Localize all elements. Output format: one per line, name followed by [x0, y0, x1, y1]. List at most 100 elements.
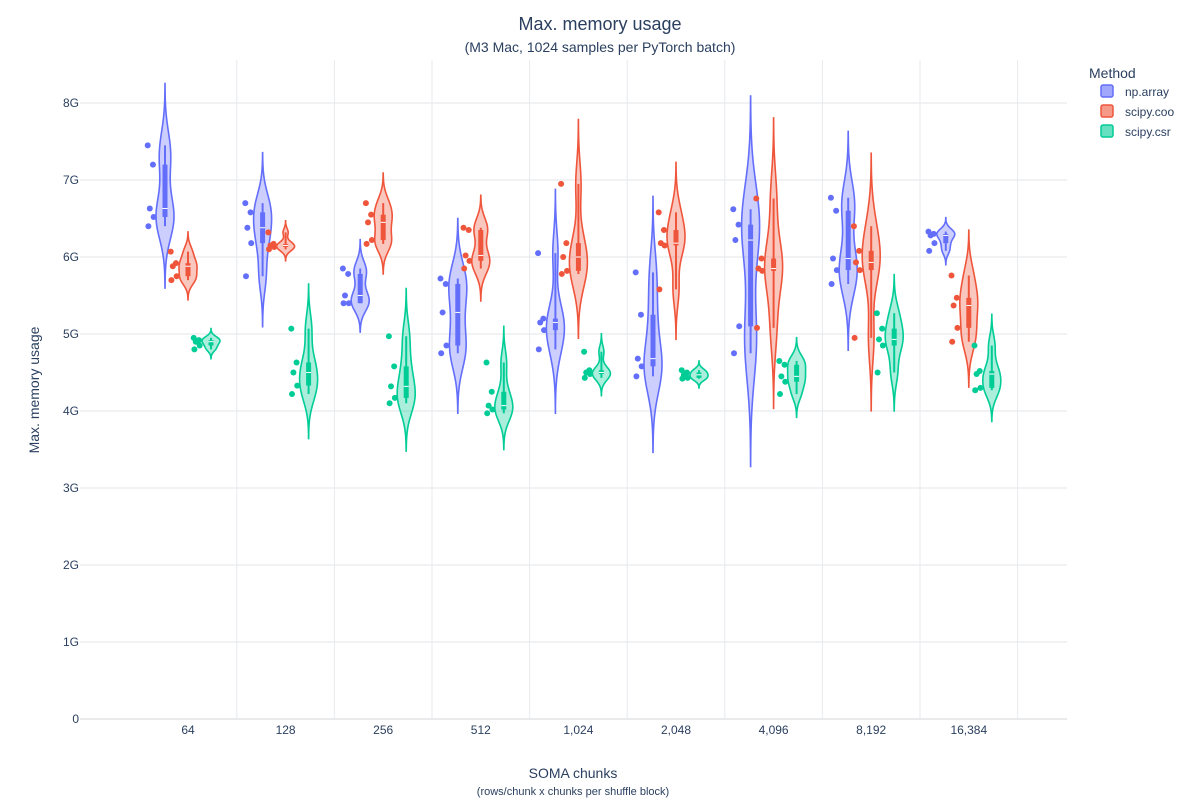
x-tick-label: 128	[276, 723, 296, 737]
violin-group	[144, 82, 175, 289]
data-point	[560, 254, 567, 260]
data-point	[146, 205, 153, 212]
data-point	[581, 374, 588, 381]
data-point	[632, 269, 639, 276]
data-point	[167, 248, 174, 255]
data-point	[776, 357, 783, 364]
data-point	[830, 255, 836, 262]
data-point	[265, 229, 272, 236]
violin-box	[943, 233, 949, 244]
data-point	[558, 270, 565, 277]
data-point	[564, 267, 571, 274]
data-point	[827, 194, 834, 201]
legend-swatch	[1100, 84, 1114, 98]
violin-box	[650, 314, 656, 367]
data-point	[758, 255, 765, 262]
violin-group	[632, 195, 663, 454]
data-point	[443, 342, 450, 349]
data-point	[637, 311, 644, 318]
data-point	[736, 323, 743, 330]
x-tick-label: 256	[373, 723, 393, 737]
violin-box	[162, 164, 168, 217]
y-tick-label: 4G	[63, 404, 79, 418]
violin-group	[362, 172, 394, 275]
data-point	[460, 224, 467, 231]
violin-box	[771, 258, 777, 271]
data-point	[243, 273, 249, 280]
data-point	[438, 350, 445, 357]
violin-group	[925, 216, 956, 266]
violin-group	[242, 151, 273, 328]
data-point	[655, 209, 662, 216]
legend-item-np-array[interactable]: np.array	[1100, 84, 1169, 99]
data-point	[656, 286, 663, 293]
y-tick-label: 5G	[63, 327, 79, 341]
violin-group	[850, 152, 882, 412]
violin-box	[673, 230, 679, 246]
violin-group	[873, 273, 905, 412]
violin-box	[403, 366, 409, 398]
violin-group	[730, 95, 761, 468]
violin-box	[552, 318, 558, 331]
data-point	[782, 378, 789, 385]
data-point	[290, 369, 297, 376]
x-tick-label: 2,048	[661, 723, 691, 737]
data-point	[954, 324, 961, 331]
data-point	[874, 369, 881, 376]
violin-box	[357, 273, 363, 304]
data-point	[465, 227, 472, 234]
violin-group	[483, 325, 514, 451]
data-point	[777, 391, 783, 398]
data-point	[535, 250, 542, 257]
data-point	[248, 240, 255, 247]
x-axis-subtitle: (rows/chunk x chunks per shuffle block)	[477, 786, 669, 798]
data-point	[294, 382, 301, 389]
data-point	[191, 346, 198, 353]
data-point	[466, 257, 473, 264]
violin-box	[891, 328, 897, 346]
violin-box	[185, 263, 191, 277]
violin-box	[989, 370, 995, 388]
data-point	[385, 333, 392, 340]
legend-title: Method	[1089, 65, 1136, 81]
y-tick-label: 3G	[63, 481, 79, 495]
violin-group	[971, 313, 1002, 423]
legend-swatch	[1100, 104, 1114, 118]
violin-group	[190, 327, 221, 360]
y-tick-label: 0	[72, 712, 79, 726]
data-point	[242, 200, 249, 207]
legend-item-scipy-coo[interactable]: scipy.coo	[1100, 104, 1174, 119]
data-point	[678, 367, 685, 374]
gridlines	[80, 60, 1067, 720]
violin-group	[776, 336, 807, 419]
data-point	[541, 327, 548, 334]
data-point	[345, 300, 352, 307]
data-point	[949, 338, 956, 345]
data-point	[391, 394, 398, 401]
data-point	[634, 355, 641, 362]
data-point	[442, 280, 449, 287]
y-tick-label: 8G	[63, 96, 79, 110]
data-point	[289, 391, 295, 398]
x-axis-ticks: 64 128 256 512 1,024 2,048 4,096 8,192 16,384	[181, 723, 987, 737]
data-point	[781, 361, 788, 368]
data-point	[851, 334, 858, 341]
violin-box	[380, 214, 386, 241]
data-point	[196, 342, 203, 349]
data-point	[144, 142, 151, 149]
violin-group	[437, 217, 468, 415]
x-tick-label: 64	[181, 723, 195, 737]
violin-group	[385, 287, 417, 452]
data-point	[587, 371, 594, 378]
data-point	[149, 161, 156, 168]
data-point	[266, 246, 272, 253]
y-tick-label: 2G	[63, 558, 79, 572]
violin-group	[827, 130, 859, 352]
data-point	[340, 300, 347, 307]
data-point	[927, 232, 934, 239]
data-point	[735, 221, 742, 228]
violin-group	[288, 283, 319, 440]
legend-item-scipy-csr[interactable]: scipy.csr	[1100, 124, 1171, 139]
data-point	[192, 338, 199, 345]
violin-box	[868, 250, 874, 271]
